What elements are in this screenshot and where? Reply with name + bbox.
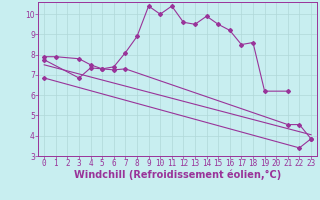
- X-axis label: Windchill (Refroidissement éolien,°C): Windchill (Refroidissement éolien,°C): [74, 170, 281, 180]
